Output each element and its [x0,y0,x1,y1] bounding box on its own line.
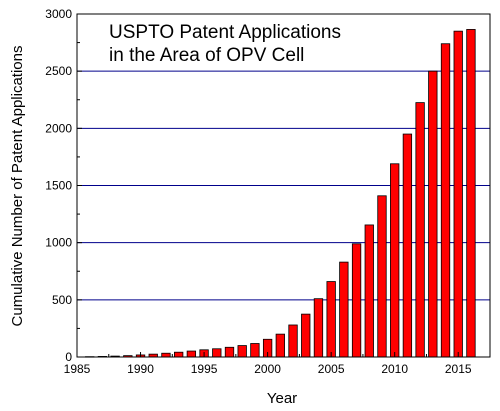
bar-2013 [428,70,438,358]
bar-2006 [339,261,349,358]
y-tick-label: 2500 [45,64,72,78]
x-tick-label: 2000 [254,362,281,376]
bar-1999 [250,343,260,358]
x-tick-label: 1990 [127,362,154,376]
chart-title-line-1: USPTO Patent Applications [109,22,341,43]
bar-2012 [415,102,425,358]
bar-2002 [288,324,298,358]
bar-1997 [224,346,235,358]
bar-2007 [351,243,362,358]
x-tick-label: 2010 [381,362,408,376]
bar-2003 [301,313,311,358]
bar-2015 [453,30,463,358]
grid-lines [77,70,490,301]
bar-2014 [440,43,451,358]
bar-1996 [212,348,222,358]
bar-2016 [466,29,476,358]
y-tick-label: 3000 [45,7,72,21]
x-tick-label: 1985 [64,362,91,376]
bar-1993 [174,351,184,358]
bar-1998 [237,345,247,358]
x-tick-label: 2005 [318,362,345,376]
y-tick-label: 500 [52,293,72,307]
x-axis-title: Year [267,390,297,407]
y-axis-title: Cumulative Number of Patent Applications [9,46,26,327]
ticks [76,13,459,358]
x-tick-label: 1995 [191,362,218,376]
tick-labels: 0 500 1000 1500 2000 2500 3000 1985 1990 1995 2000… [45,7,472,376]
y-tick-label: 1000 [45,236,72,250]
bar-2009 [377,195,387,358]
bar-2008 [364,224,374,358]
bars [85,29,476,358]
bar-1992 [161,352,171,358]
bar-2011 [402,133,413,358]
bar-2010 [390,163,400,358]
chart-title-line-2: in the Area of OPV Cell [109,45,304,66]
bar-2001 [275,333,285,358]
bar-2004 [313,298,324,358]
bar-2005 [326,281,336,358]
x-tick-label: 2015 [445,362,472,376]
y-tick-label: 2000 [45,121,72,135]
bar-1994 [186,350,197,358]
y-tick-label: 0 [65,350,72,364]
y-tick-label: 1500 [45,179,72,193]
